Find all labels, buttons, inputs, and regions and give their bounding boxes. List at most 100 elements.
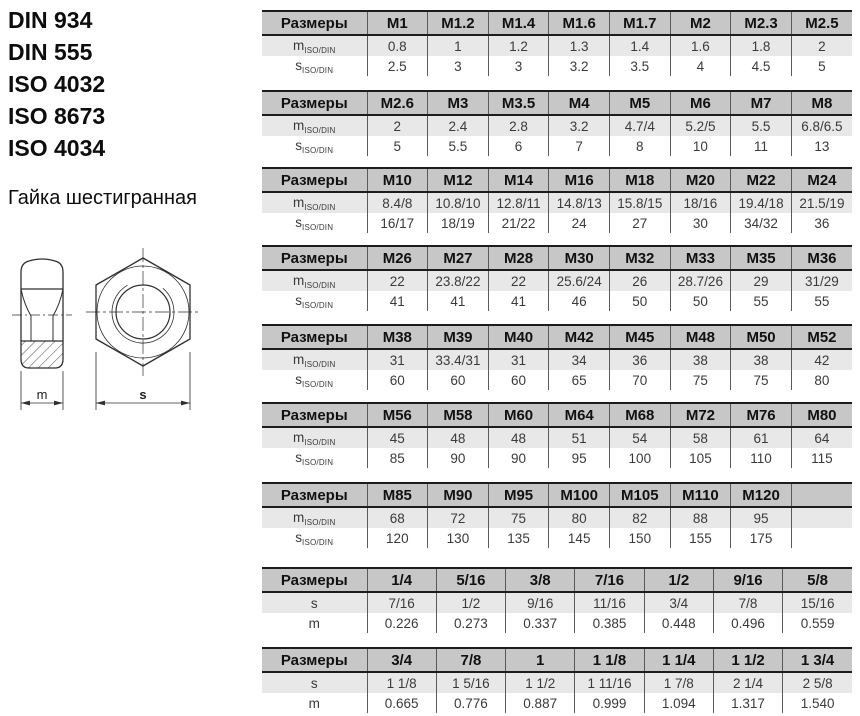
value-cell: 34/32 <box>730 213 792 233</box>
size-header-cell: Размеры <box>262 91 367 116</box>
hex-nut-technical-drawing: m s <box>12 248 200 410</box>
column-header: M16 <box>548 168 610 193</box>
spec-table: Размеры 3/4 7/8 1 1 1/8 1 1/4 1 1/2 1 3/4 s 1 1/8… <box>262 647 852 713</box>
value-cell: 23.8/22 <box>427 270 489 291</box>
column-header: M27 <box>427 246 489 271</box>
value-cell: 65 <box>548 370 610 390</box>
value-cell: 50 <box>609 291 671 311</box>
value-cell: 1/2 <box>435 592 506 613</box>
column-header: 1 3/4 <box>782 648 852 673</box>
value-cell: 150 <box>609 528 671 548</box>
table-row: mISO/DIN 8.4/8 10.8/10 12.8/11 14.8/13 15.8/1… <box>262 192 852 213</box>
value-cell: 1.6 <box>669 35 731 56</box>
value-cell: 15/16 <box>782 592 852 613</box>
column-header: M18 <box>609 168 671 193</box>
value-cell: 82 <box>609 507 671 528</box>
value-cell: 1.094 <box>643 693 714 713</box>
value-cell: 2.8 <box>487 115 549 136</box>
column-header: M28 <box>487 246 549 271</box>
table-row: m 0.665 0.776 0.887 0.999 1.094 1.317 1.540 <box>262 693 852 713</box>
row-label-s: sISO/DIN <box>295 292 334 310</box>
value-cell: 110 <box>730 448 792 468</box>
nut-top-view <box>86 248 200 376</box>
value-cell: 15.8/15 <box>609 192 671 213</box>
column-header: M10 <box>366 168 428 193</box>
value-cell: 1.317 <box>712 693 783 713</box>
value-cell: 22 <box>366 270 428 291</box>
column-header: M85 <box>366 483 428 508</box>
value-cell: 41 <box>487 291 549 311</box>
column-header: M4 <box>548 91 610 116</box>
value-cell: 0.496 <box>712 613 783 633</box>
spec-table: Размеры M38 M39 M40 M42 M45 M48 M50 M52 mISO/DIN 3… <box>262 324 852 390</box>
column-header: M90 <box>427 483 489 508</box>
value-cell: 18/16 <box>669 192 731 213</box>
value-cell: 45 <box>366 427 428 448</box>
standard-title: ISO 4032 <box>8 71 106 97</box>
row-label-m: mISO/DIN <box>262 427 367 448</box>
column-header: M64 <box>548 403 610 428</box>
value-cell: 2 5/8 <box>782 672 852 693</box>
value-cell: 1.8 <box>730 35 792 56</box>
row-label-subscript: ISO/DIN <box>304 125 336 135</box>
value-cell: 2.5 <box>366 56 428 76</box>
value-cell: 0.999 <box>574 693 645 713</box>
column-header: M105 <box>609 483 671 508</box>
column-header: M68 <box>609 403 671 428</box>
column-header: M76 <box>730 403 792 428</box>
value-cell: 42 <box>790 349 852 370</box>
column-header: M52 <box>790 325 852 350</box>
size-header-cell: Размеры <box>262 168 367 193</box>
value-cell: 1 <box>427 35 489 56</box>
value-cell: 0.887 <box>505 693 575 713</box>
column-header: M7 <box>730 91 792 116</box>
thread-arc <box>111 284 175 344</box>
row-label-s: s <box>262 592 367 613</box>
column-header: M110 <box>669 483 731 508</box>
spec-table: Размеры M1 M1.2 M1.4 M1.6 M1.7 M2 M2.3 M2.5 mISO/… <box>262 10 852 76</box>
value-cell: 64 <box>790 427 852 448</box>
column-header: M1.4 <box>487 11 549 36</box>
column-header: M35 <box>730 246 792 271</box>
value-cell: 3 <box>487 56 549 76</box>
value-cell: 95 <box>548 448 610 468</box>
value-cell <box>790 507 852 528</box>
value-cell: 31 <box>487 349 549 370</box>
value-cell: 61 <box>730 427 792 448</box>
value-cell: 29 <box>730 270 792 291</box>
value-cell: 2.4 <box>427 115 489 136</box>
value-cell: 34 <box>548 349 610 370</box>
column-header <box>790 483 852 508</box>
value-cell: 8.4/8 <box>366 192 428 213</box>
standard-title: DIN 555 <box>8 39 93 65</box>
value-cell: 24 <box>548 213 610 233</box>
value-cell: 0.448 <box>643 613 714 633</box>
row-label-m: m <box>308 615 320 631</box>
row-label-subscript: ISO/DIN <box>304 280 336 290</box>
column-header: M12 <box>427 168 489 193</box>
value-cell <box>790 528 852 548</box>
value-cell: 55 <box>730 291 792 311</box>
value-cell: 22 <box>487 270 549 291</box>
row-label-subscript: ISO/DIN <box>302 537 334 547</box>
column-header: M2.3 <box>730 11 792 36</box>
row-label-subscript: ISO/DIN <box>302 379 334 389</box>
arrow-left-icon <box>96 400 105 406</box>
value-cell: 26 <box>609 270 671 291</box>
value-cell: 21.5/19 <box>790 192 852 213</box>
value-cell: 70 <box>609 370 671 390</box>
column-header: 9/16 <box>712 568 783 593</box>
value-cell: 1.2 <box>487 35 549 56</box>
value-cell: 60 <box>487 370 549 390</box>
row-label-subscript: ISO/DIN <box>304 202 336 212</box>
value-cell: 3.2 <box>548 56 610 76</box>
arrow-right-icon <box>181 400 190 406</box>
column-header: M6 <box>669 91 731 116</box>
value-cell: 100 <box>609 448 671 468</box>
value-cell: 1.540 <box>782 693 852 713</box>
column-header: M30 <box>548 246 610 271</box>
dimension-m: m <box>20 371 64 410</box>
value-cell: 1 5/16 <box>435 672 506 693</box>
value-cell: 54 <box>609 427 671 448</box>
value-cell: 0.385 <box>574 613 645 633</box>
